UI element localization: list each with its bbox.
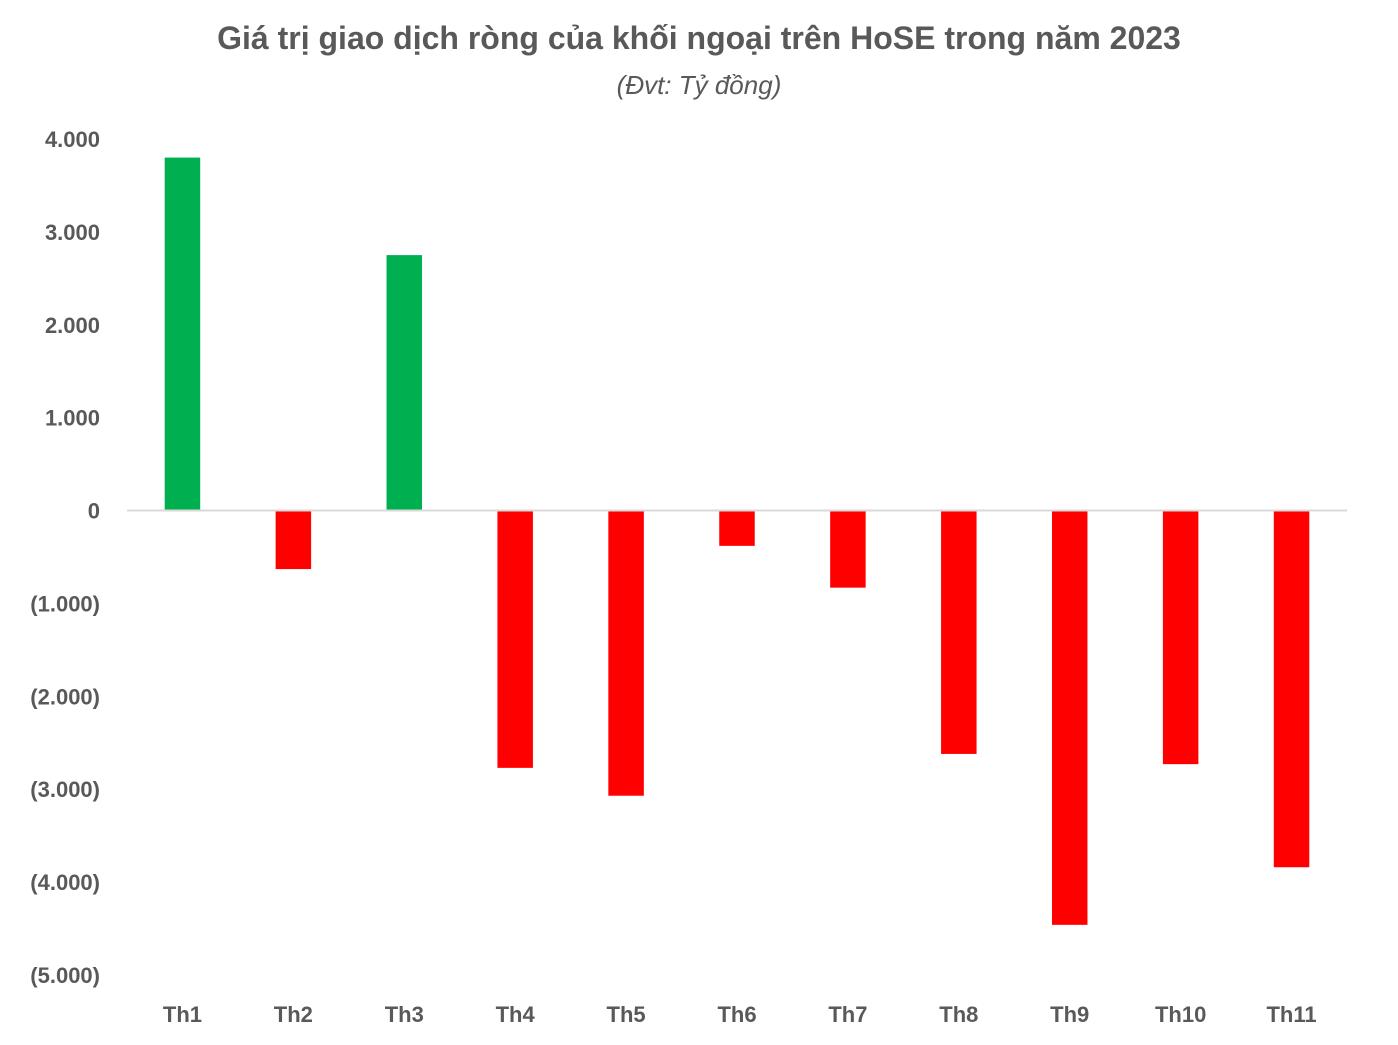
x-tick-label: Th3 xyxy=(385,1002,424,1027)
x-tick-label: Th7 xyxy=(828,1002,867,1027)
y-tick-label: (4.000) xyxy=(30,870,100,895)
x-tick-label: Th1 xyxy=(163,1002,202,1027)
x-tick-label: Th2 xyxy=(274,1002,313,1027)
bar-th1 xyxy=(164,157,201,511)
y-tick-label: 3.000 xyxy=(45,220,100,245)
bar-th11 xyxy=(1273,510,1310,868)
chart-subtitle: (Đvt: Tỷ đồng) xyxy=(616,70,782,100)
bar-th7 xyxy=(830,510,866,588)
bar-th3 xyxy=(386,255,423,511)
x-tick-label: Th8 xyxy=(939,1002,978,1027)
bar-th10 xyxy=(1162,510,1199,765)
bars xyxy=(164,157,1310,925)
bar-th6 xyxy=(719,510,755,546)
x-tick-label: Th5 xyxy=(607,1002,646,1027)
y-tick-label: (1.000) xyxy=(30,591,100,616)
y-tick-label: (5.000) xyxy=(30,963,100,988)
bar-th8 xyxy=(941,510,977,754)
y-tick-label: 2.000 xyxy=(45,313,100,338)
y-tick-label: (2.000) xyxy=(30,684,100,709)
x-tick-label: Th10 xyxy=(1155,1002,1206,1027)
x-tick-label: Th4 xyxy=(496,1002,536,1027)
chart-title: Giá trị giao dịch ròng của khối ngoại tr… xyxy=(217,20,1181,56)
y-tick-label: (3.000) xyxy=(30,777,100,802)
y-axis-tick-labels: 4.000 3.000 2.000 1.000 0 (1.000) (2.000) (3.00… xyxy=(30,127,100,988)
bar-th9 xyxy=(1051,510,1088,925)
bar-th5 xyxy=(608,510,644,796)
x-axis-tick-labels: Th1 Th2 Th3 Th4 Th5 Th6 Th7 Th8 Th9 Th10 Th11 xyxy=(163,1002,1317,1027)
bar-th2 xyxy=(275,510,312,570)
x-tick-label: Th6 xyxy=(717,1002,756,1027)
y-tick-label: 0 xyxy=(88,499,100,524)
x-tick-label: Th11 xyxy=(1266,1002,1316,1027)
x-tick-label: Th9 xyxy=(1050,1002,1089,1027)
y-tick-label: 4.000 xyxy=(45,127,100,152)
bar-th4 xyxy=(497,510,533,768)
y-tick-label: 1.000 xyxy=(45,406,100,431)
